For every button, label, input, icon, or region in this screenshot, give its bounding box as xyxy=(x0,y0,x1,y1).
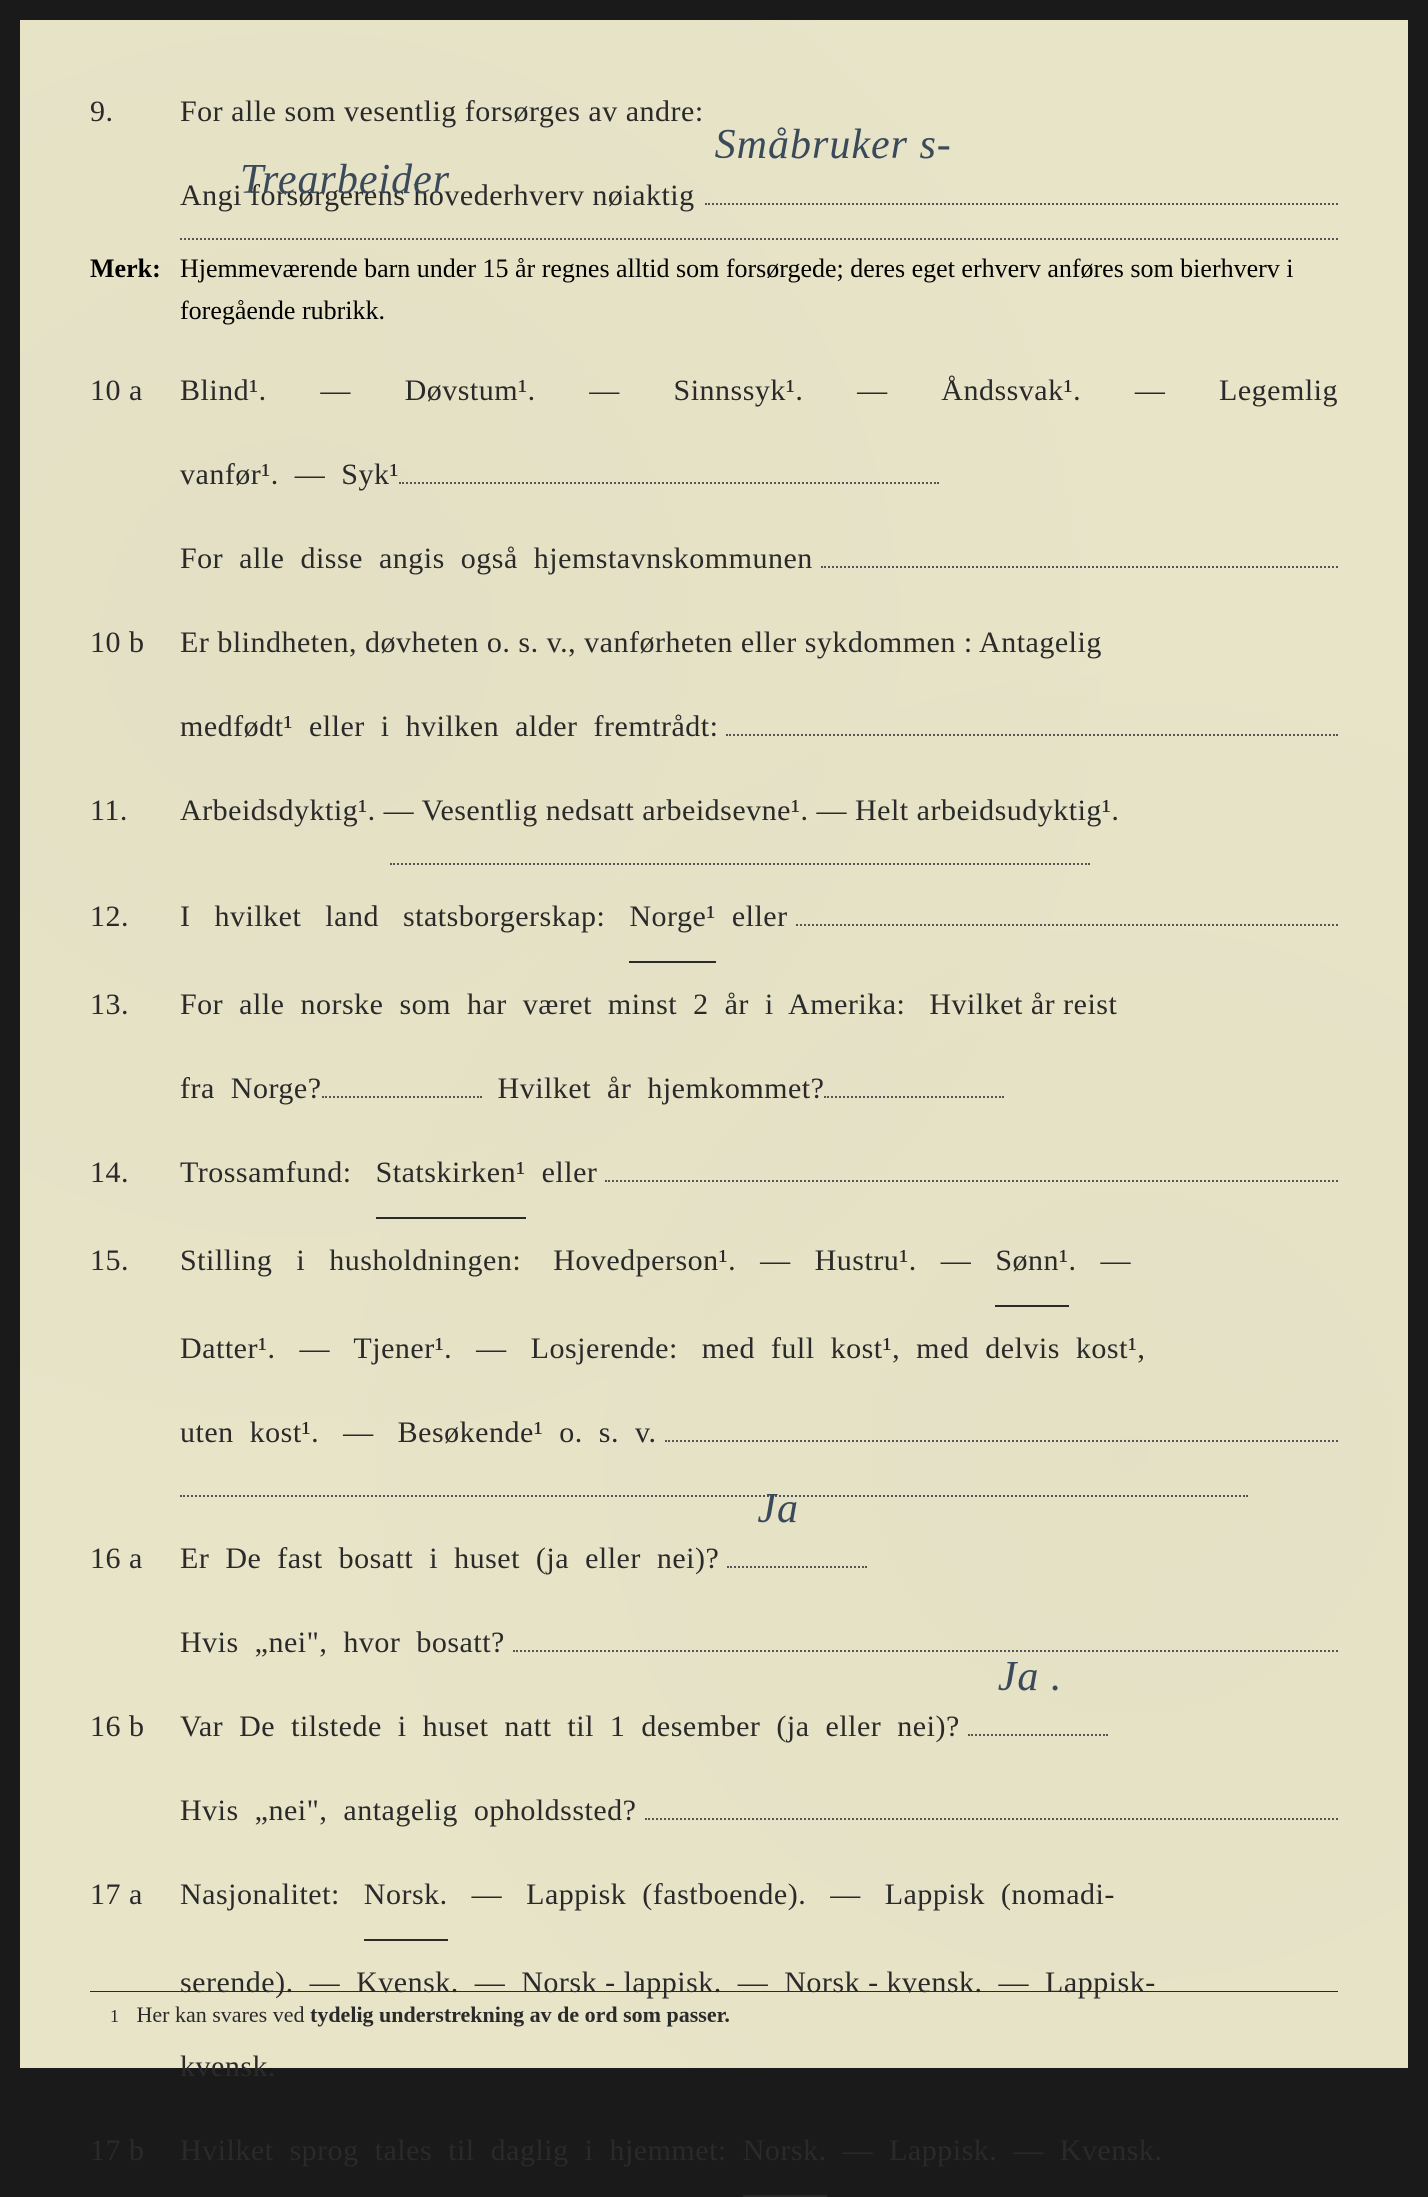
footnote-text-pre: Her kan svares ved xyxy=(137,2002,311,2027)
q11-line: 11. Arbeidsdyktig¹. — Vesentlig nedsatt … xyxy=(90,769,1338,853)
q13-blank2[interactable] xyxy=(824,1096,1004,1098)
q13-number: 13. xyxy=(90,963,180,1047)
q17b-pre: Hvilket sprog tales til daglig i hjemmet… xyxy=(180,2109,743,2193)
q14-blank[interactable] xyxy=(605,1180,1338,1182)
q10a-blank1[interactable] xyxy=(399,482,939,484)
q10a-number: 10 a xyxy=(90,349,180,433)
q12-blank[interactable] xyxy=(796,924,1338,926)
q11-number: 11. xyxy=(90,769,180,853)
q14-underlined: Statskirken¹ xyxy=(376,1131,526,1219)
q15-text3: uten kost¹. — Besøkende¹ o. s. v. xyxy=(180,1391,657,1475)
q15-post: . — xyxy=(1069,1219,1132,1303)
q16a-text1: Er De fast bosatt i huset (ja eller nei)… xyxy=(180,1517,719,1601)
q11-text: Arbeidsdyktig¹. — Vesentlig nedsatt arbe… xyxy=(180,769,1119,853)
q9-number: 9. xyxy=(90,70,180,154)
q9-handwriting2: Trearbeider xyxy=(240,122,450,240)
q13-text2a: fra Norge? xyxy=(180,1047,322,1131)
q9-blank1[interactable]: Småbruker s- xyxy=(705,203,1338,205)
q14-pre: Trossamfund: xyxy=(180,1131,376,1215)
q17a-underlined: Norsk. xyxy=(364,1853,448,1941)
q10b-line2: medfødt¹ eller i hvilken alder fremtrådt… xyxy=(90,685,1338,769)
form-page: 9. For alle som vesentlig forsørges av a… xyxy=(20,20,1408,2068)
q16b-text1: Var De tilstede i huset natt til 1 desem… xyxy=(180,1685,960,1769)
q16a-line2: Hvis „nei", hvor bosatt? xyxy=(90,1601,1338,1685)
q10a-text2: vanfør¹. — Syk¹ xyxy=(180,433,399,517)
q14-post: eller xyxy=(526,1131,598,1215)
q17b-line: 17 b Hvilket sprog tales til daglig i hj… xyxy=(90,2109,1338,2197)
q15-blank[interactable] xyxy=(665,1440,1338,1442)
q16a-handwriting: Ja xyxy=(757,1451,799,1569)
q12-pre: I hvilket land statsborgerskap: xyxy=(180,875,629,959)
q10b-text2: medfødt¹ eller i hvilken alder fremtrådt… xyxy=(180,685,718,769)
merk-note: Merk: Hjemmeværende barn under 15 år reg… xyxy=(90,248,1338,331)
q10a-line1: 10 a Blind¹. — Døvstum¹. — Sinnssyk¹. — … xyxy=(90,349,1338,433)
q10a-line3: For alle disse angis også hjemstavnskomm… xyxy=(90,517,1338,601)
q10a-line2: vanfør¹. — Syk¹ xyxy=(90,433,1338,517)
q17b-underlined: Norsk. xyxy=(743,2109,827,2197)
q12-underlined: Norge¹ xyxy=(629,875,715,963)
divider-1 xyxy=(390,863,1090,865)
q15-pre: Stilling i husholdningen: Hovedperson¹. … xyxy=(180,1219,995,1303)
q16a-number: 16 a xyxy=(90,1517,180,1601)
q15-number: 15. xyxy=(90,1219,180,1303)
q14-number: 14. xyxy=(90,1131,180,1215)
q17a-post: — Lappisk (fastboende). — Lappisk (nomad… xyxy=(448,1853,1115,1937)
footnote: 1 Her kan svares ved tydelig understrekn… xyxy=(90,1991,1338,2028)
q14-line: 14. Trossamfund: Statskirken¹ eller xyxy=(90,1131,1338,1219)
q13-blank1[interactable] xyxy=(322,1096,482,1098)
q12-post: eller xyxy=(716,875,788,959)
q17a-text3: kvensk. xyxy=(180,2025,276,2109)
q16b-blank1[interactable]: Ja . xyxy=(968,1734,1108,1736)
q16a-blank1[interactable]: Ja xyxy=(727,1566,867,1568)
q9-blank2[interactable]: Trearbeider xyxy=(180,238,1338,240)
q16b-line2: Hvis „nei", antagelig opholdssted? xyxy=(90,1769,1338,1853)
q16b-blank2[interactable] xyxy=(645,1818,1339,1820)
q15-line2: Datter¹. — Tjener¹. — Losjerende: med fu… xyxy=(90,1307,1338,1391)
q17a-line3: kvensk. xyxy=(90,2025,1338,2109)
footnote-text-bold: tydelig understrekning av de ord som pas… xyxy=(310,2002,730,2027)
q16b-line1: 16 b Var De tilstede i huset natt til 1 … xyxy=(90,1685,1338,1769)
divider-2 xyxy=(180,1495,1248,1497)
q9-handwriting1: Småbruker s- xyxy=(715,87,952,205)
q17b-post: — Lappisk. — Kvensk. xyxy=(827,2109,1163,2193)
q13-line2: fra Norge? Hvilket år hjemkommet? xyxy=(90,1047,1338,1131)
q15-line1: 15. Stilling i husholdningen: Hovedperso… xyxy=(90,1219,1338,1307)
q16a-blank2[interactable] xyxy=(513,1650,1338,1652)
q10b-blank[interactable] xyxy=(726,734,1338,736)
q16b-number: 16 b xyxy=(90,1685,180,1769)
q17a-line1: 17 a Nasjonalitet: Norsk. — Lappisk (fas… xyxy=(90,1853,1338,1941)
q13-text1: For alle norske som har været minst 2 år… xyxy=(180,963,1117,1047)
q12-line: 12. I hvilket land statsborgerskap: Norg… xyxy=(90,875,1338,963)
q13-line1: 13. For alle norske som har været minst … xyxy=(90,963,1338,1047)
q16b-text2: Hvis „nei", antagelig opholdssted? xyxy=(180,1769,637,1853)
q15-line3: uten kost¹. — Besøkende¹ o. s. v. xyxy=(90,1391,1338,1475)
q10b-line1: 10 b Er blindheten, døvheten o. s. v., v… xyxy=(90,601,1338,685)
q16a-text2: Hvis „nei", hvor bosatt? xyxy=(180,1601,505,1685)
merk-label: Merk: xyxy=(90,248,180,331)
merk-text: Hjemmeværende barn under 15 år regnes al… xyxy=(180,248,1338,331)
q10b-number: 10 b xyxy=(90,601,180,685)
q10b-text1: Er blindheten, døvheten o. s. v., vanfør… xyxy=(180,601,1102,685)
q9-line3: Trearbeider xyxy=(90,238,1338,240)
q10a-blank2[interactable] xyxy=(821,566,1338,568)
q10a-text1: Blind¹. — Døvstum¹. — Sinnssyk¹. — Åndss… xyxy=(180,349,1338,433)
q16b-handwriting: Ja . xyxy=(998,1619,1063,1737)
q10a-text3: For alle disse angis også hjemstavnskomm… xyxy=(180,517,813,601)
q17a-pre: Nasjonalitet: xyxy=(180,1853,364,1937)
q17b-number: 17 b xyxy=(90,2109,180,2193)
q13-text2b: Hvilket år hjemkommet? xyxy=(482,1047,825,1131)
footnote-number: 1 xyxy=(110,2006,119,2026)
q17a-number: 17 a xyxy=(90,1853,180,1937)
q15-text2: Datter¹. — Tjener¹. — Losjerende: med fu… xyxy=(180,1307,1145,1391)
q16a-line1: 16 a Er De fast bosatt i huset (ja eller… xyxy=(90,1517,1338,1601)
q12-number: 12. xyxy=(90,875,180,959)
q15-underlined: Sønn¹ xyxy=(995,1219,1068,1307)
